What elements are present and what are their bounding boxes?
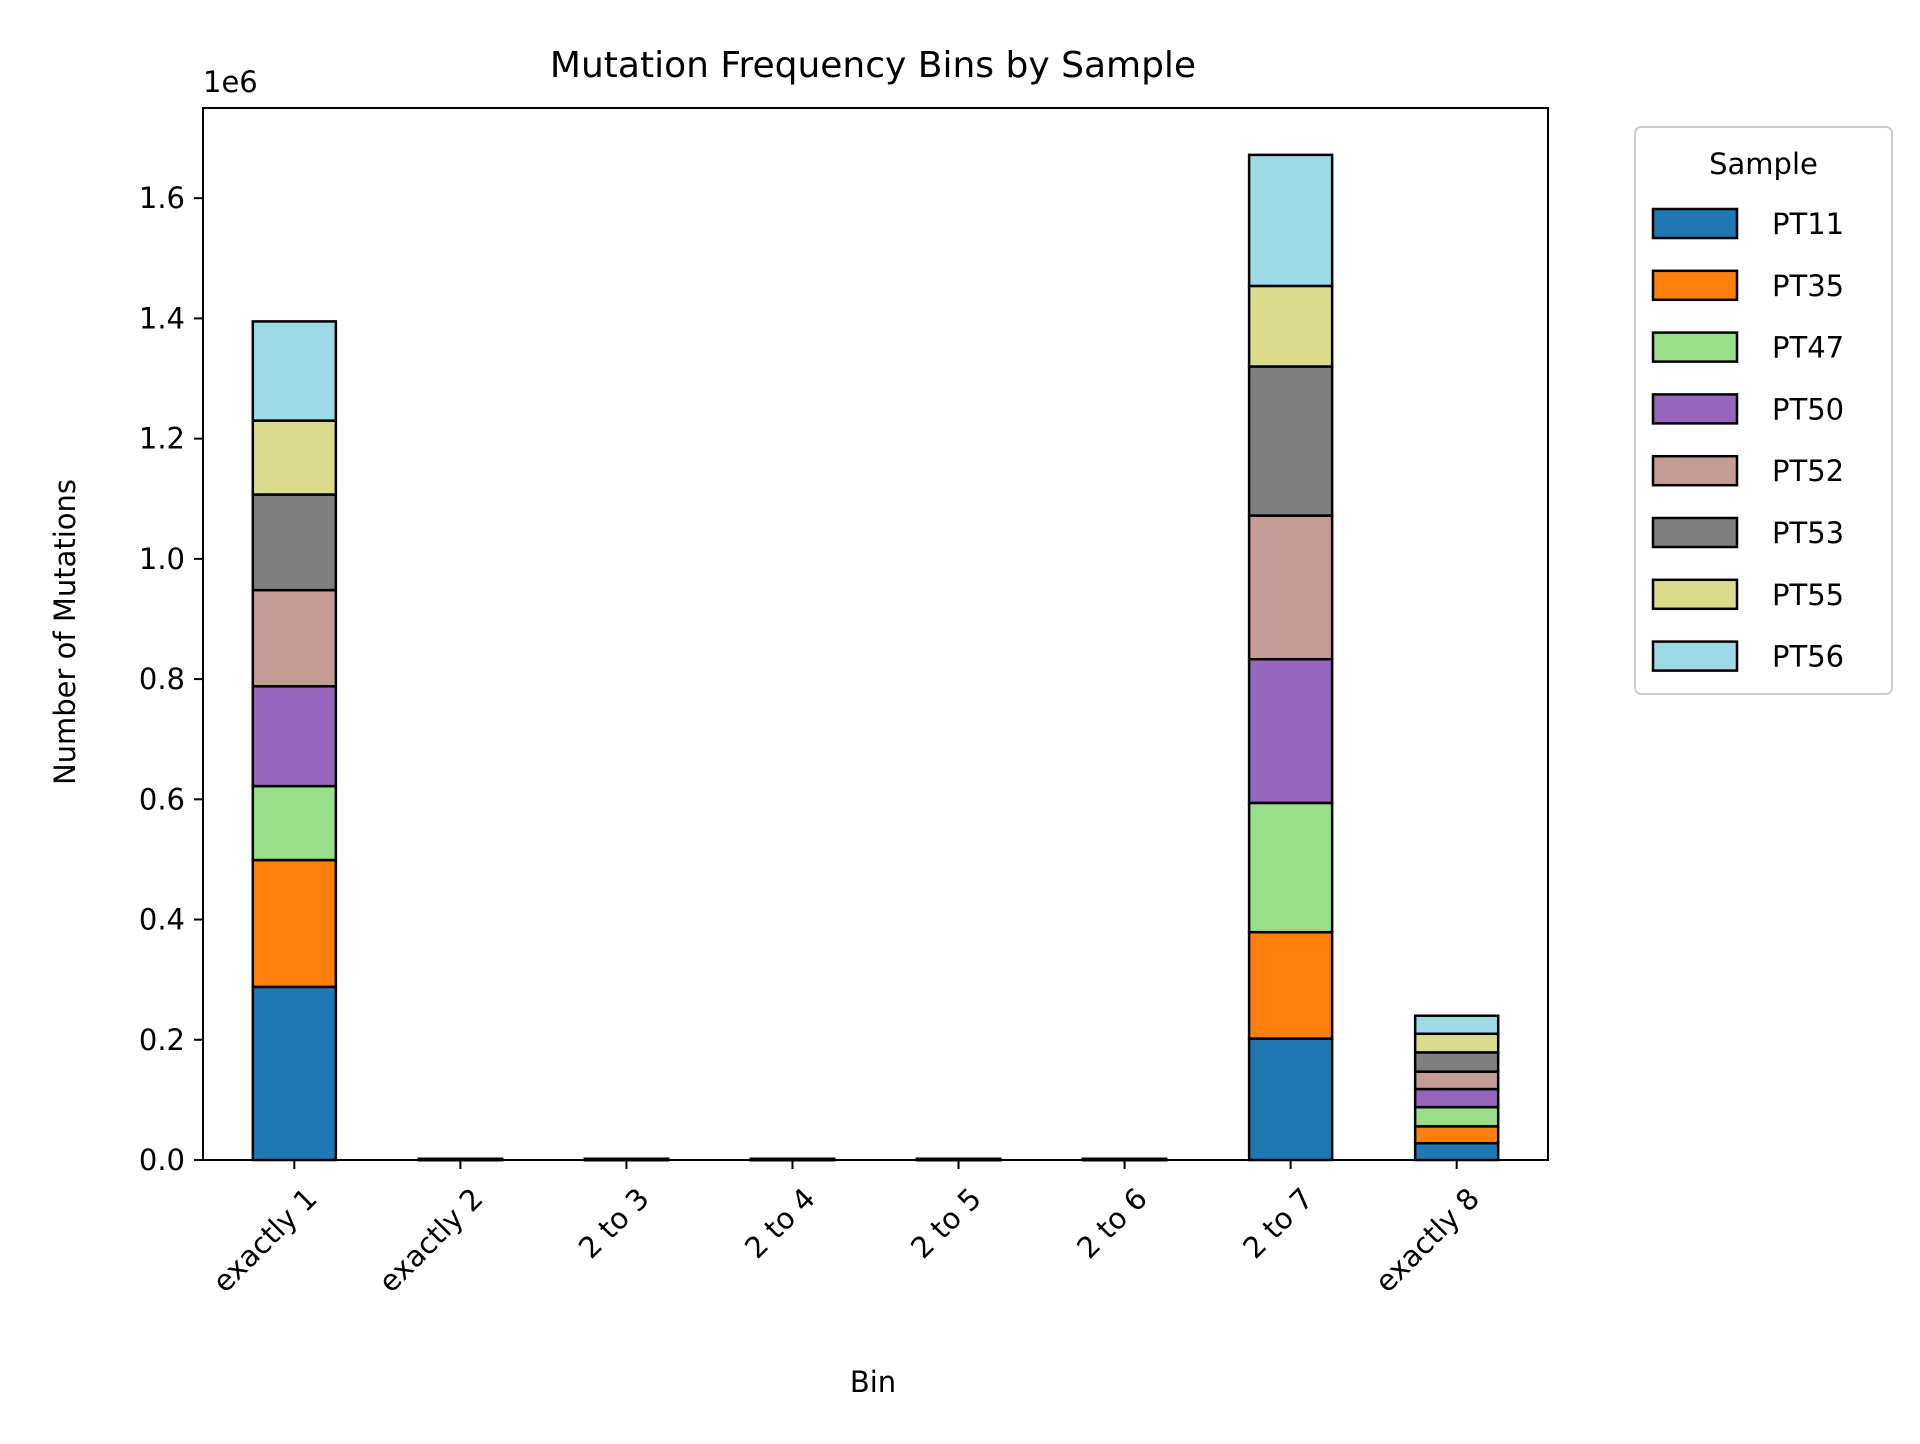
legend-label-pt50: PT50: [1772, 392, 1844, 426]
bar-pt50-0: [251, 685, 338, 788]
legend-title: Sample: [1709, 147, 1818, 181]
y-tick-label: 1.2: [139, 422, 185, 456]
bar-pt35-7: [1413, 1125, 1500, 1145]
bar-pt52-6: [1247, 514, 1334, 661]
bar-pt35-0: [251, 858, 338, 989]
bar-pt52-7: [1413, 1070, 1500, 1091]
legend-swatch-pt55: [1651, 578, 1739, 611]
bar-pt50-7: [1413, 1087, 1500, 1109]
y-tick-label: 0.8: [139, 662, 185, 696]
bar-pt56-6: [1247, 153, 1334, 288]
bar-pt53-6: [1247, 365, 1334, 517]
bar-pt11-7: [1413, 1141, 1500, 1162]
bar-pt52-0: [251, 588, 338, 688]
y-tick-label: 1.0: [139, 542, 185, 576]
legend-label-pt35: PT35: [1772, 269, 1844, 303]
legend: Sample PT11 PT35 PT47 PT50 PT52 PT53 PT55 PT56: [1634, 126, 1893, 695]
legend-swatch-pt35: [1651, 269, 1739, 302]
y-tick-label: 1.6: [139, 181, 185, 215]
bar-pt35-6: [1247, 930, 1334, 1040]
y-tick-label: 0.4: [139, 903, 185, 937]
bar-pt47-0: [251, 784, 338, 862]
bar-pt56-7: [1413, 1014, 1500, 1036]
legend-swatch-pt52: [1651, 454, 1739, 487]
legend-swatch-pt47: [1651, 331, 1739, 363]
chart-title: Mutation Frequency Bins by Sample: [550, 45, 1196, 86]
legend-label-pt52: PT52: [1772, 454, 1844, 488]
bar-pt56-0: [251, 320, 338, 422]
bar-pt47-7: [1413, 1105, 1500, 1128]
bar-pt55-0: [251, 419, 338, 496]
y-tick-label: 1.4: [139, 301, 185, 335]
legend-swatch-pt50: [1651, 393, 1739, 425]
y-tick-label: 0.6: [139, 782, 185, 816]
legend-box: [1634, 126, 1893, 695]
legend-label-pt47: PT47: [1772, 331, 1844, 365]
y-tick-label: 0.0: [139, 1143, 185, 1177]
bar-pt11-6: [1247, 1037, 1334, 1162]
y-axis-label: Number of Mutations: [48, 479, 82, 785]
axes-frame: [202, 107, 1549, 1161]
legend-label-pt53: PT53: [1772, 516, 1844, 550]
legend-swatch-pt53: [1651, 516, 1739, 549]
bar-pt50-6: [1247, 657, 1334, 805]
bar-pt55-7: [1413, 1032, 1500, 1054]
bar-pt11-0: [251, 985, 338, 1162]
bar-pt47-6: [1247, 801, 1334, 934]
y-axis-multiplier: 1e6: [203, 65, 258, 99]
legend-label-pt56: PT56: [1772, 640, 1844, 674]
x-axis-label: Bin: [850, 1365, 896, 1399]
legend-label-pt11: PT11: [1772, 207, 1844, 241]
legend-swatch-pt56: [1651, 640, 1739, 672]
bar-pt55-6: [1247, 284, 1334, 368]
bar-pt53-7: [1413, 1051, 1500, 1073]
legend-swatch-pt11: [1651, 207, 1739, 240]
y-tick-label: 0.2: [139, 1023, 185, 1057]
bar-pt53-0: [251, 493, 338, 592]
legend-label-pt55: PT55: [1772, 578, 1844, 612]
